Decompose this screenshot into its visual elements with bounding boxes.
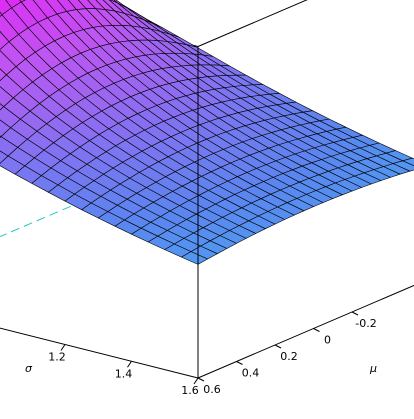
surface-patch (0, 68, 7, 82)
mu-tick (197, 377, 205, 382)
surface-patch (402, 157, 414, 167)
sigma-tick-label: 1.2 (48, 351, 66, 364)
mu-axis-line (197, 284, 414, 379)
mu-tick-label: 0.6 (203, 383, 221, 396)
surface-patch (0, 11, 3, 17)
mu-tick-label: 0.4 (242, 367, 260, 380)
sigma-tick-label: 1.6 (181, 384, 199, 397)
sigma-axis-label: σ (25, 362, 33, 375)
sigma-axis-line (0, 327, 199, 379)
surface-mesh (0, 0, 414, 265)
top-edge (197, 0, 308, 47)
mu-tick (351, 311, 359, 316)
mu-axis: μ 0.6 0.4 0.2 0 -0.2 (197, 311, 377, 396)
sigma-axis: σ 0.811.21.41.6 (25, 344, 199, 397)
mu-tick-label: -0.2 (355, 317, 376, 330)
mu-tick (236, 361, 243, 365)
sigma-tick (127, 360, 132, 368)
sigma-tick (193, 377, 199, 385)
mu-tick-label: 0 (324, 334, 331, 347)
mu-axis-label: μ (369, 362, 377, 375)
mu-tick-label: 0.2 (280, 350, 298, 363)
sigma-tick (60, 344, 66, 351)
surface-patch (0, 150, 9, 164)
surface-patch (0, 31, 10, 50)
mu-tick (313, 328, 320, 332)
surface-patch (0, 103, 5, 111)
mu-tick (274, 344, 282, 349)
sigma-tick-label: 1.4 (115, 367, 133, 380)
